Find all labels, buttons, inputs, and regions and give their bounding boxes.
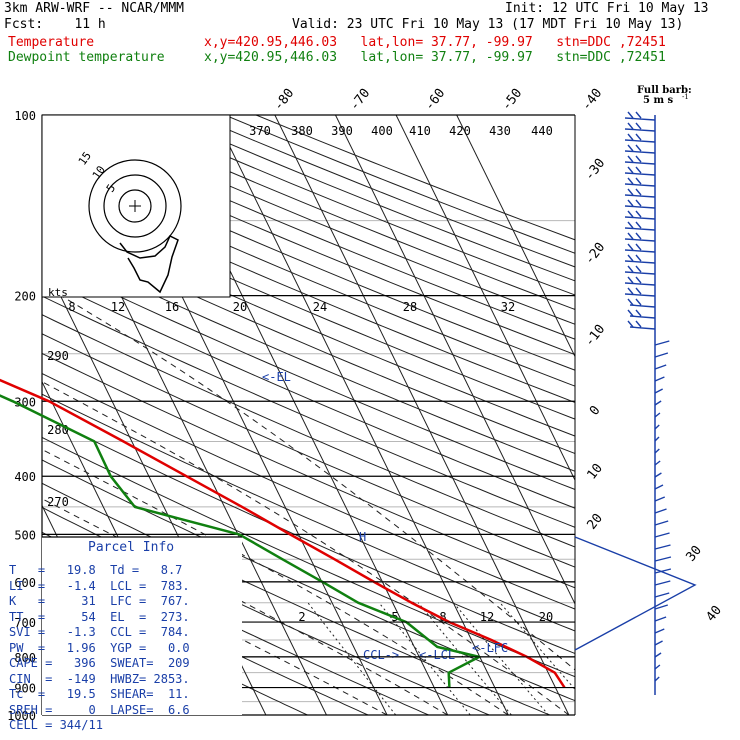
isotherm-label: -60 (422, 86, 448, 114)
pressure-label: 800 (14, 651, 36, 665)
isotherm-label: -50 (499, 86, 525, 114)
hodograph-speed-label: 12 (111, 300, 125, 314)
lfc-marker: <-LFC (472, 641, 508, 655)
forecast-hour: Fcst: 11 h (4, 17, 106, 32)
ccl-marker: CCL-> (363, 648, 399, 662)
isotherm-label: -10 (582, 322, 608, 350)
isotherm-label: -20 (582, 240, 608, 268)
pressure-label: 900 (14, 682, 36, 696)
mixing-ratio-label: 2 (298, 610, 305, 624)
theta-label: 390 (331, 124, 353, 138)
parcel-info-row: K = 31 LFC = 767. (9, 594, 190, 608)
isotherm-label: 20 (585, 511, 606, 533)
barb-legend-value: 5 m s (643, 95, 674, 106)
isotherm-label: -40 (579, 86, 605, 114)
pressure-label: 200 (14, 290, 36, 304)
theta-label: 270 (47, 495, 69, 509)
pressure-label: 500 (14, 528, 36, 542)
parcel-info-row: TT = 54 EL = 273. (9, 609, 190, 624)
dewpoint-location: x,y=420.95,446.03 lat,lon= 37.77, -99.97… (204, 50, 666, 65)
el-marker: <-EL (262, 370, 291, 384)
parcel-info-row: T = 19.8 Td = 8.7 (9, 563, 183, 577)
pressure-label: 1000 (7, 709, 36, 723)
temperature-profile (0, 378, 566, 689)
temperature-legend: Temperature (8, 35, 95, 50)
hodograph-speed-label: 24 (313, 300, 327, 314)
parcel-info-title: Parcel Info (88, 540, 175, 555)
hodograph-speed-label: 8 (68, 300, 75, 314)
theta-label: 430 (489, 124, 511, 138)
model-title: 3km ARW-WRF -- NCAR/MMM (4, 1, 185, 16)
dewpoint-legend: Dewpoint temperature (8, 50, 165, 65)
theta-label: 280 (47, 423, 69, 437)
theta-label: 400 (371, 124, 393, 138)
parcel-info-row: CIN = -149 HWBZ= 2853. (9, 671, 190, 686)
isotherm-label: -80 (271, 86, 297, 114)
wind-barbs (574, 111, 697, 682)
hodograph-speed-label: 32 (501, 300, 515, 314)
h-marker: H (359, 530, 366, 544)
isotherm-label: -30 (582, 156, 608, 184)
isotherm-label: 30 (684, 543, 705, 565)
parcel-info-row: PW = 1.96 YGP = 0.0 (9, 640, 190, 655)
hodograph (41, 114, 231, 298)
theta-label: 420 (449, 124, 471, 138)
pressure-label: 600 (14, 576, 36, 590)
parcel-info-row: Tc = 19.5 SHEAR= 11. (9, 687, 190, 701)
hodograph-speed-label: 16 (165, 300, 179, 314)
parcel-info-row: CELL = 344/11 (9, 718, 103, 732)
hodograph-units: kts (48, 286, 68, 299)
theta-label: 410 (409, 124, 431, 138)
init-time: Init: 12 UTC Fri 10 May 13 (505, 1, 709, 16)
parcel-info-table: T = 19.8 Td = 8.7 LI = -1.4 LCL = 783. K =… (9, 563, 190, 734)
mixing-ratio-label: 20 (539, 610, 553, 624)
parcel-info-row: CAPE = 396 SWEAT= 209 (9, 656, 190, 670)
barb-legend-exponent: -1 (682, 93, 689, 101)
pressure-label: 100 (14, 109, 36, 123)
dewpoint-profile (0, 394, 481, 688)
mixing-ratio-label: 8 (439, 610, 446, 624)
theta-label: 380 (291, 124, 313, 138)
isotherm-label: -70 (347, 86, 373, 114)
valid-time: Valid: 23 UTC Fri 10 May 13 (17 MDT Fri … (292, 17, 684, 32)
lcl-marker: <-LCL (419, 648, 455, 662)
pressure-label: 400 (14, 470, 36, 484)
theta-label: 370 (249, 124, 271, 138)
parcel-info-row: LI = -1.4 LCL = 783. (9, 578, 190, 593)
hodograph-speed-label: 20 (233, 300, 247, 314)
isotherm-label: 10 (585, 461, 606, 483)
temperature-location: x,y=420.95,446.03 lat,lon= 37.77, -99.97… (204, 35, 666, 50)
theta-label: 290 (47, 349, 69, 363)
hodograph-speed-label: 28 (403, 300, 417, 314)
barb-legend-title: Full barb: (637, 85, 692, 96)
parcel-info-row: SREH = 0 LAPSE= 6.6 (9, 702, 190, 717)
theta-label: 440 (531, 124, 553, 138)
parcel-info-row: SVI = -1.3 CCL = 784. (9, 625, 190, 639)
isotherm-label: 40 (704, 603, 725, 625)
hodograph-ring-label: 10 (90, 163, 108, 181)
pressure-label: 700 (14, 616, 36, 630)
hodograph-ring-label: 15 (76, 149, 94, 167)
isotherm-label: 0 (587, 403, 604, 418)
mixing-ratio-label: 12 (480, 610, 494, 624)
